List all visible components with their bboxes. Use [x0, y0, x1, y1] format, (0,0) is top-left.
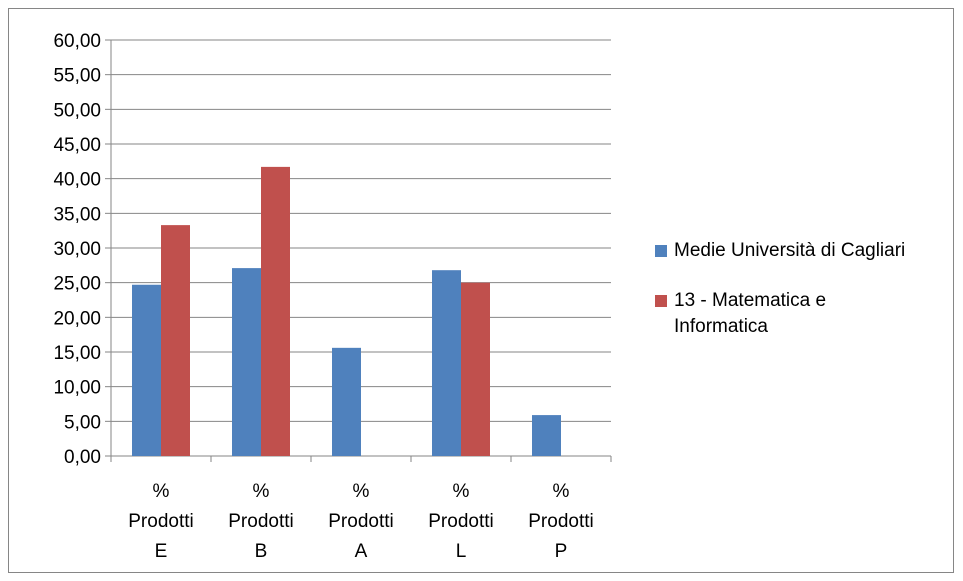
y-tick-label: 45,00 [53, 135, 101, 156]
y-tick-label: 60,00 [53, 31, 101, 52]
x-category-label: % Prodotti L [428, 481, 493, 562]
bar [432, 270, 461, 456]
y-tick-label: 35,00 [53, 204, 101, 225]
bar [332, 347, 361, 456]
bars [132, 166, 561, 456]
bar [461, 282, 490, 456]
x-category-label: % Prodotti E [128, 481, 193, 562]
x-category-labels: % Prodotti E % Prodotti B % Prodotti A % Prodotti L… [128, 481, 593, 562]
legend-item-matematica-informatica: 13 - Matematica e Informatica [655, 288, 955, 340]
y-tick-label: 50,00 [53, 100, 101, 121]
y-tick-label: 10,00 [53, 378, 101, 399]
y-tick-label: 25,00 [53, 274, 101, 295]
y-tick-label: 5,00 [64, 412, 101, 433]
x-category-label: % Prodotti A [328, 481, 393, 562]
y-tick-labels: 0,00 5,00 10,00 15,00 20,00 25,00 30,00 35,00 40… [53, 31, 101, 468]
legend-item-medie-universita: Medie Università di Cagliari [655, 238, 955, 264]
y-tick-label: 40,00 [53, 170, 101, 191]
y-tick-label: 20,00 [53, 308, 101, 329]
bar [161, 225, 190, 456]
bar [232, 268, 261, 456]
x-category-label: % Prodotti B [228, 481, 293, 562]
gridlines [111, 39, 611, 422]
legend-label-line-2: Informatica [674, 316, 768, 337]
legend-swatch-red [655, 295, 667, 307]
legend: Medie Università di Cagliari 13 - Matema… [655, 238, 955, 340]
y-tick-label: 0,00 [64, 447, 101, 468]
y-tick-label: 15,00 [53, 343, 101, 364]
bar [261, 166, 290, 456]
legend-swatch-blue [655, 245, 667, 257]
legend-label-line-1: 13 - Matematica e [674, 290, 827, 311]
y-tick-label: 55,00 [53, 66, 101, 87]
bar [132, 284, 161, 456]
y-tick-label: 30,00 [53, 239, 101, 260]
x-category-label: % Prodotti P [528, 481, 593, 562]
bar [532, 415, 561, 456]
legend-label: Medie Università di Cagliari [674, 240, 906, 261]
